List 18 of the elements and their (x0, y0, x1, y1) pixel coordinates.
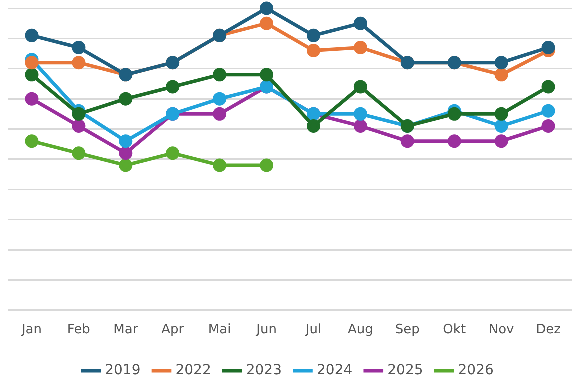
x-tick-label: Dez (536, 322, 562, 338)
x-tick-label: Okt (443, 322, 466, 338)
x-tick-label: Jul (304, 322, 322, 338)
legend-label: 2025 (388, 362, 424, 379)
x-tick-label: Nov (488, 322, 515, 338)
x-tick-label: Mai (208, 322, 232, 338)
x-tick-label: Aug (348, 322, 374, 338)
x-tick-label: Sep (395, 322, 420, 338)
legend-label: 2019 (105, 362, 141, 379)
legend-label: 2022 (176, 362, 212, 379)
x-tick-label: Mar (114, 322, 139, 338)
x-tick-label: Jan (20, 322, 42, 338)
legend-label: 2024 (317, 362, 353, 379)
x-tick-label: Apr (162, 322, 185, 338)
x-tick-label: Jun (256, 322, 277, 338)
legend-label: 2023 (246, 362, 282, 379)
legend-label: 2026 (458, 362, 494, 379)
x-tick-label: Feb (67, 322, 90, 338)
